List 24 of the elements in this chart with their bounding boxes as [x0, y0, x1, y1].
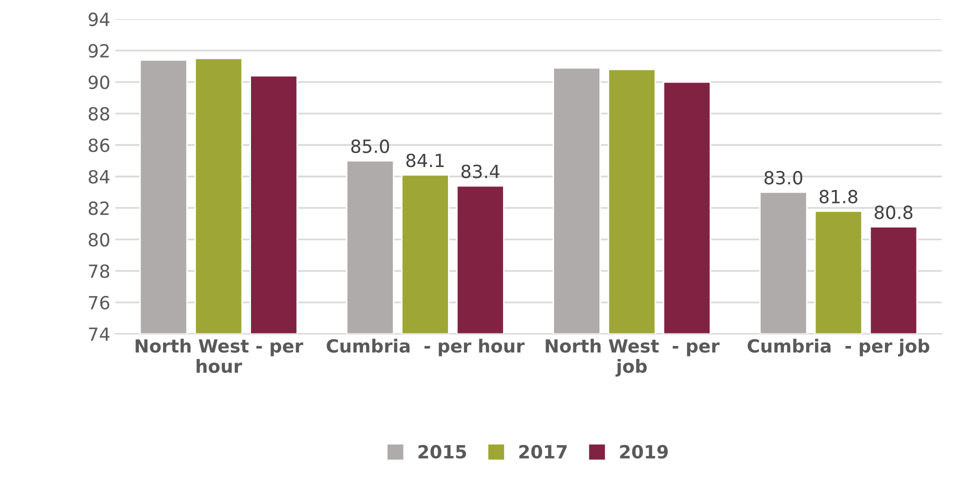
y-tick-label: 74 — [88, 328, 110, 341]
data-label: 85.0 — [351, 139, 390, 154]
data-label: 80.8 — [874, 206, 912, 220]
y-tick-label: 90 — [88, 76, 110, 90]
x-tick-label: North West - per job — [546, 338, 720, 377]
legend-label: 2017 — [519, 444, 567, 459]
y-tick-label: 78 — [88, 264, 110, 278]
x-tick-label: Cumbria - per job — [748, 338, 930, 356]
y-tick-label: 80 — [88, 232, 110, 247]
y-tick-label: 86 — [88, 138, 110, 152]
data-label: 81.8 — [820, 190, 858, 204]
x-tick-label: Cumbria - per hour — [326, 338, 525, 356]
y-tick-label: 92 — [88, 44, 109, 58]
data-label: 84.1 — [406, 154, 444, 168]
legend-label: 2019 — [620, 444, 668, 459]
data-label: 83.0 — [764, 170, 802, 185]
x-tick-label: North West - per hour — [136, 338, 304, 373]
y-tick-label: 76 — [88, 296, 110, 310]
legend-label: 2015 — [418, 444, 466, 459]
y-tick-label: 84 — [88, 170, 110, 184]
data-label: 83.4 — [461, 164, 500, 178]
y-tick-label: 88 — [88, 106, 110, 121]
y-tick-label: 94 — [88, 12, 110, 26]
y-tick-label: 82 — [88, 201, 109, 216]
